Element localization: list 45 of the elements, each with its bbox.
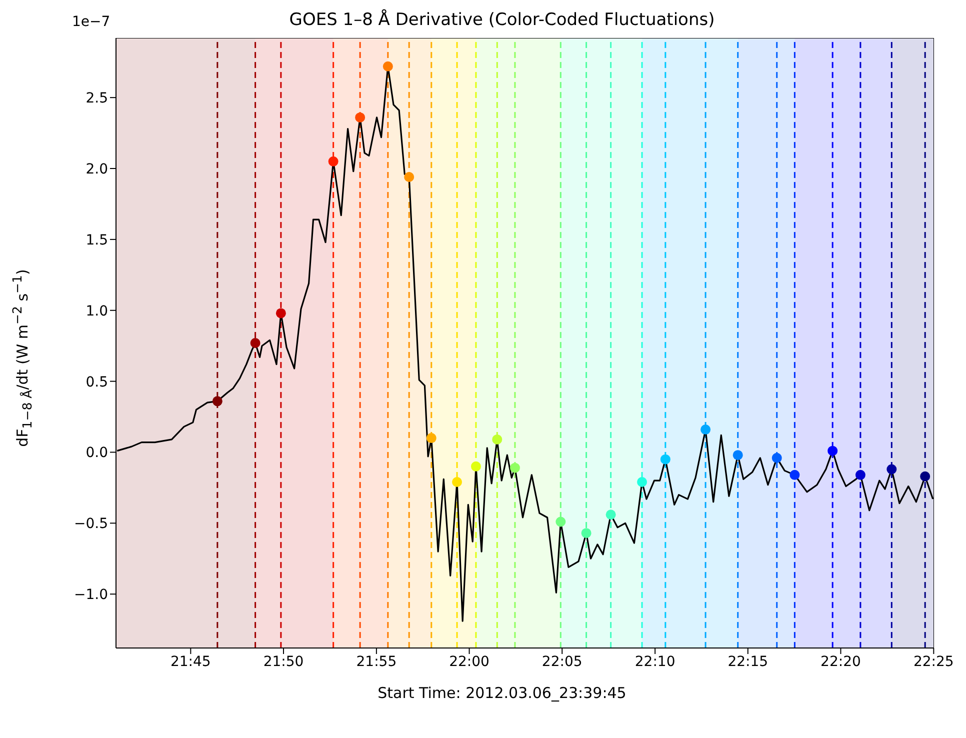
point xyxy=(250,338,260,348)
y-tick-label: −1.0 xyxy=(74,587,108,604)
point xyxy=(660,454,670,464)
point xyxy=(426,433,436,444)
point xyxy=(855,470,866,480)
x-tick-label: 22:10 xyxy=(634,654,676,670)
y-tick-label: −0.5 xyxy=(74,516,108,532)
y-tick-label: 0.0 xyxy=(86,445,108,462)
chart-title: GOES 1–8 Å Derivative (Color-Coded Fluctuations) xyxy=(289,10,715,30)
point xyxy=(700,424,711,435)
y-tick-label: 2.5 xyxy=(86,90,108,107)
point xyxy=(581,528,592,538)
point xyxy=(790,470,800,480)
point xyxy=(212,396,222,406)
point xyxy=(510,462,520,473)
point xyxy=(470,461,481,472)
point xyxy=(382,61,393,72)
point xyxy=(606,510,616,520)
point xyxy=(828,446,838,456)
x-tick-label: 22:00 xyxy=(449,654,490,670)
text: 1e−7 xyxy=(72,14,110,30)
x-tick-label: 22:20 xyxy=(820,654,861,670)
point xyxy=(732,450,743,460)
y-tick-label: 0.5 xyxy=(86,374,108,390)
point xyxy=(772,452,782,463)
point xyxy=(886,464,897,474)
x-tick-label: 21:45 xyxy=(170,654,211,670)
point xyxy=(556,516,566,527)
x-tick-label: 22:25 xyxy=(913,654,954,670)
x-axis-title: Start Time: 2012.03.06_23:39:45 xyxy=(376,684,628,702)
point xyxy=(276,308,286,318)
point xyxy=(452,477,462,488)
x-tick-label: 21:50 xyxy=(263,654,304,670)
point xyxy=(492,434,502,444)
x-tick-label: 22:05 xyxy=(542,654,582,670)
point xyxy=(355,112,366,122)
point xyxy=(920,471,930,482)
y-tick-label: 2.0 xyxy=(86,161,108,178)
y-tick-label: 1.0 xyxy=(86,303,108,320)
y-tick-label: 1.5 xyxy=(86,232,108,248)
point xyxy=(328,156,338,166)
point xyxy=(404,172,414,182)
x-tick-label: 21:55 xyxy=(356,654,397,670)
point xyxy=(637,477,648,488)
x-tick-label: 22:15 xyxy=(728,654,768,670)
